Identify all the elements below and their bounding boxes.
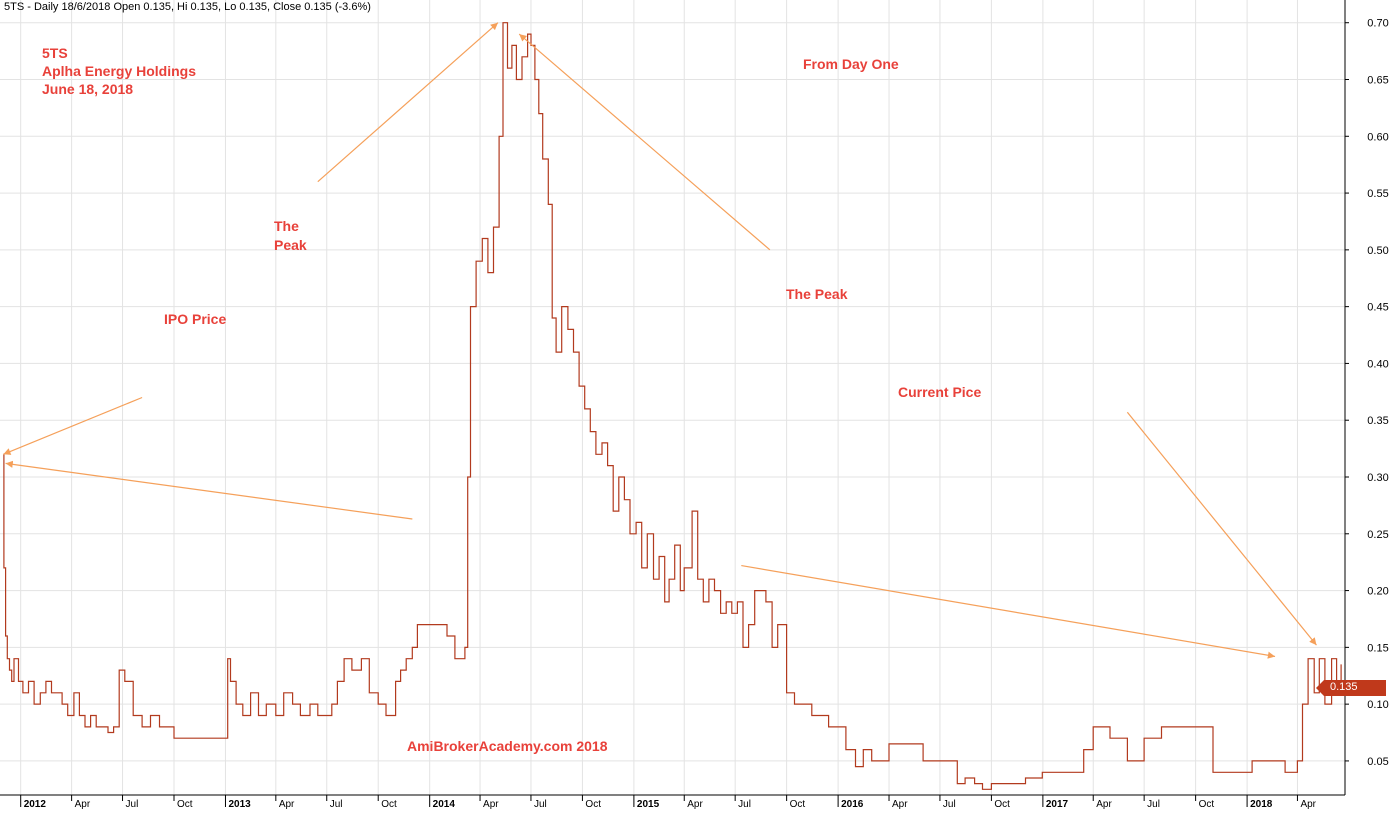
x-tick-label: 2018 [1250, 799, 1273, 810]
y-tick-label: 0.15 [1367, 642, 1388, 654]
x-tick-label: Jul [738, 799, 751, 810]
y-tick-label: 0.30 [1367, 472, 1388, 484]
annotation-arrow [1126, 411, 1317, 646]
annotation-peak-left-line1: The [274, 218, 299, 234]
x-tick-label: Oct [1199, 799, 1215, 810]
price-badge-shape [1316, 680, 1386, 696]
axes: 0.05 0.10 0.15 0.20 0.25 0.30 0.35 0.40 0.45 0.50… [0, 0, 1389, 810]
x-tick-label: 2014 [433, 799, 456, 810]
x-tick-label: Oct [790, 799, 806, 810]
y-tick-label: 0.45 [1367, 302, 1388, 314]
annotation-arrow [518, 33, 771, 251]
annotation-peak-left: The Peak [274, 217, 307, 255]
x-tick-label: Oct [177, 799, 193, 810]
annotation-arrows [3, 22, 1317, 659]
annotation-company: Aplha Energy Holdings [42, 63, 197, 79]
y-tick-label: 0.55 [1367, 188, 1388, 200]
x-tick-label: Apr [892, 799, 908, 810]
y-tick-label: 0.65 [1367, 75, 1388, 87]
x-tick-label: Apr [687, 799, 703, 810]
x-tick-label: Jul [1147, 799, 1160, 810]
annotation-ipo-price: IPO Price [164, 311, 227, 327]
y-tick-label: 0.35 [1367, 415, 1388, 427]
annotation-arrow [5, 460, 413, 520]
x-tick-label: Jul [330, 799, 343, 810]
y-tick-label: 0.50 [1367, 245, 1388, 257]
x-tick-label: Oct [994, 799, 1010, 810]
y-tick-label: 0.60 [1367, 131, 1388, 143]
watermark: AmiBrokerAcademy.com 2018 [407, 738, 608, 754]
x-tick-label: 2012 [24, 799, 47, 810]
annotation-arrow [317, 22, 499, 183]
y-tick-label: 0.40 [1367, 358, 1388, 370]
price-series [3, 22, 1342, 790]
y-tick-label: 0.70 [1367, 18, 1388, 30]
x-tick-label: Apr [1096, 799, 1112, 810]
annotation-current-price: Current Pice [898, 384, 982, 400]
x-tick-label: Apr [1300, 799, 1316, 810]
x-tick-label: Oct [585, 799, 601, 810]
x-tick-label: Apr [483, 799, 499, 810]
annotation-arrow [3, 396, 143, 455]
x-tick-label: Apr [75, 799, 91, 810]
price-line [3, 22, 1342, 790]
y-tick-label: 0.20 [1367, 586, 1388, 598]
annotation-date: June 18, 2018 [42, 81, 134, 97]
annotation-arrow [741, 564, 1276, 659]
annotation-peak-right: The Peak [786, 286, 848, 302]
annotation-title-block: 5TS Aplha Energy Holdings June 18, 2018 [42, 44, 196, 98]
annotation-ticker: 5TS [42, 45, 68, 61]
y-tick-label: 0.25 [1367, 529, 1388, 541]
x-tick-label: Apr [279, 799, 295, 810]
y-tick-label: 0.10 [1367, 699, 1388, 711]
annotation-from-day-one: From Day One [803, 56, 899, 72]
x-tick-label: 2016 [841, 799, 864, 810]
annotation-peak-left-line2: Peak [274, 237, 307, 253]
x-tick-label: 2017 [1046, 799, 1069, 810]
x-tick-label: Jul [126, 799, 139, 810]
x-tick-label: 2015 [637, 799, 660, 810]
x-tick-label: Jul [943, 799, 956, 810]
chart-header: 5TS - Daily 18/6/2018 Open 0.135, Hi 0.1… [4, 1, 371, 13]
x-tick-label: 2013 [228, 799, 251, 810]
price-badge-value: 0.135 [1330, 681, 1358, 693]
last-price-badge: 0.135 [1316, 680, 1386, 696]
x-tick-label: Oct [381, 799, 397, 810]
grid-lines [0, 0, 1345, 795]
x-tick-label: Jul [534, 799, 547, 810]
y-tick-label: 0.05 [1367, 756, 1388, 768]
